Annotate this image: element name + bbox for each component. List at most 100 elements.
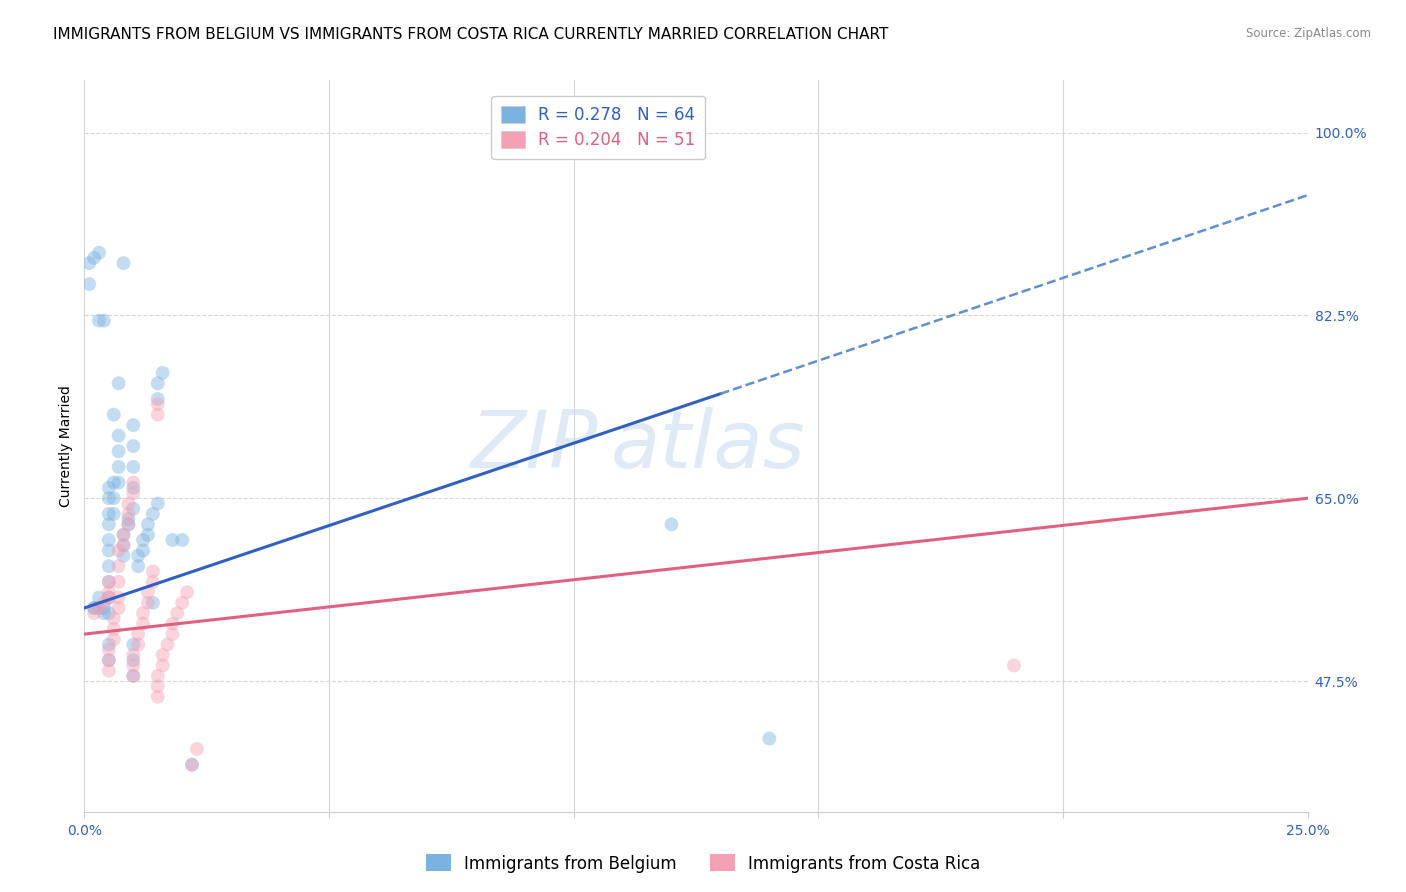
Point	[77, 277, 100, 291]
Point	[172, 596, 194, 610]
Point	[122, 418, 145, 433]
Text: atlas: atlas	[610, 407, 806, 485]
Point	[83, 601, 105, 615]
Point	[97, 653, 120, 667]
Point	[162, 616, 184, 631]
Legend: Immigrants from Belgium, Immigrants from Costa Rica: Immigrants from Belgium, Immigrants from…	[419, 847, 987, 880]
Text: ZIP: ZIP	[471, 407, 598, 485]
Point	[103, 408, 125, 422]
Point	[107, 591, 129, 605]
Point	[97, 559, 120, 574]
Point	[136, 517, 159, 532]
Point	[87, 245, 110, 260]
Point	[117, 496, 139, 510]
Point	[107, 475, 129, 490]
Point	[97, 653, 120, 667]
Point	[97, 481, 120, 495]
Point	[97, 574, 120, 589]
Point	[103, 632, 125, 647]
Point	[103, 611, 125, 625]
Point	[87, 591, 110, 605]
Point	[112, 538, 135, 552]
Point	[146, 679, 169, 693]
Point	[117, 507, 139, 521]
Point	[97, 543, 120, 558]
Point	[122, 669, 145, 683]
Point	[97, 585, 120, 599]
Point	[97, 491, 120, 506]
Point	[97, 517, 120, 532]
Point	[758, 731, 780, 746]
Point	[112, 256, 135, 270]
Point	[122, 669, 145, 683]
Point	[127, 627, 149, 641]
Point	[93, 606, 115, 620]
Point	[107, 559, 129, 574]
Point	[97, 638, 120, 652]
Point	[146, 392, 169, 406]
Point	[112, 528, 135, 542]
Point	[77, 256, 100, 270]
Point	[107, 574, 129, 589]
Point	[136, 596, 159, 610]
Point	[162, 533, 184, 547]
Point	[122, 648, 145, 662]
Point	[87, 313, 110, 327]
Point	[136, 585, 159, 599]
Point	[93, 596, 115, 610]
Point	[127, 559, 149, 574]
Point	[142, 507, 165, 521]
Point	[122, 481, 145, 495]
Point	[107, 376, 129, 391]
Point	[122, 658, 145, 673]
Point	[142, 596, 165, 610]
Point	[97, 591, 120, 605]
Point	[107, 543, 129, 558]
Point	[122, 501, 145, 516]
Point	[103, 491, 125, 506]
Point	[117, 517, 139, 532]
Point	[117, 517, 139, 532]
Point	[87, 601, 110, 615]
Point	[117, 512, 139, 526]
Point	[176, 585, 198, 599]
Point	[156, 638, 179, 652]
Point	[132, 616, 155, 631]
Point	[132, 543, 155, 558]
Point	[132, 606, 155, 620]
Point	[122, 486, 145, 500]
Point	[172, 533, 194, 547]
Text: Source: ZipAtlas.com: Source: ZipAtlas.com	[1246, 27, 1371, 40]
Point	[127, 638, 149, 652]
Point	[122, 475, 145, 490]
Point	[127, 549, 149, 563]
Point	[83, 606, 105, 620]
Point	[107, 459, 129, 474]
Point	[122, 439, 145, 453]
Point	[146, 408, 169, 422]
Point	[93, 601, 115, 615]
Point	[97, 507, 120, 521]
Point	[107, 428, 129, 442]
Point	[103, 475, 125, 490]
Point	[103, 622, 125, 636]
Text: IMMIGRANTS FROM BELGIUM VS IMMIGRANTS FROM COSTA RICA CURRENTLY MARRIED CORRELAT: IMMIGRANTS FROM BELGIUM VS IMMIGRANTS FR…	[53, 27, 889, 42]
Point	[107, 444, 129, 458]
Point	[146, 376, 169, 391]
Point	[93, 313, 115, 327]
Point	[87, 601, 110, 615]
Point	[112, 528, 135, 542]
Point	[97, 606, 120, 620]
Point	[97, 574, 120, 589]
Point	[181, 757, 204, 772]
Point	[97, 533, 120, 547]
Point	[122, 459, 145, 474]
Point	[97, 591, 120, 605]
Point	[146, 669, 169, 683]
Point	[146, 496, 169, 510]
Point	[136, 528, 159, 542]
Point	[146, 397, 169, 411]
Point	[112, 538, 135, 552]
Point	[122, 638, 145, 652]
Point	[166, 606, 188, 620]
